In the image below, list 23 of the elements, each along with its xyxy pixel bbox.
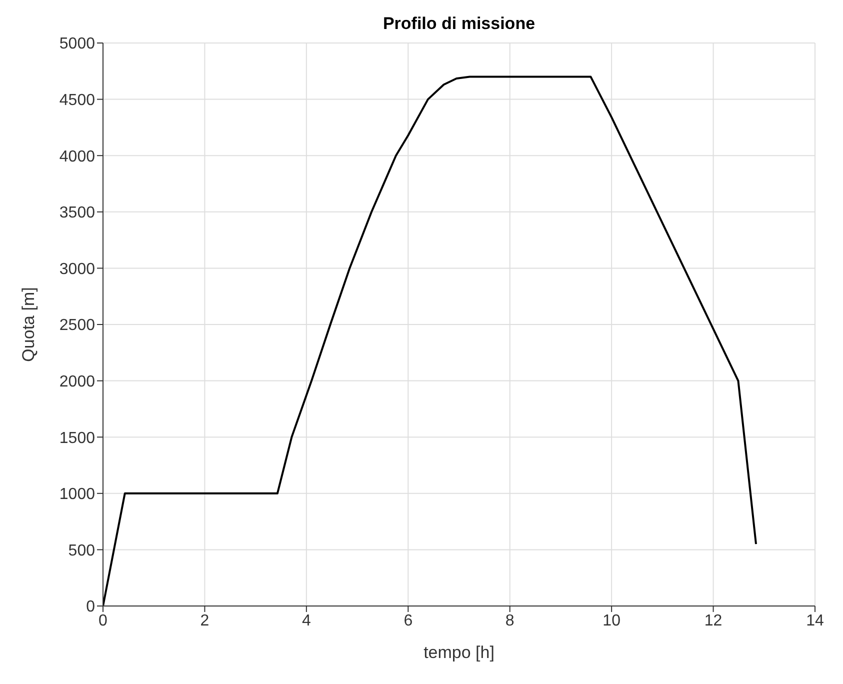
x-tick-label: 12 bbox=[704, 612, 722, 630]
y-tick-label: 1000 bbox=[59, 486, 96, 504]
y-tick-label: 3500 bbox=[59, 204, 96, 222]
x-tick-label: 8 bbox=[505, 612, 514, 630]
chart-title: Profilo di missione bbox=[382, 14, 536, 34]
y-tick-label: 2000 bbox=[59, 373, 96, 390]
x-tick-label: 2 bbox=[200, 612, 210, 630]
y-tick-label: 2500 bbox=[59, 317, 96, 334]
y-tick-label: 5000 bbox=[59, 36, 96, 53]
y-axis-title: Quota [m] bbox=[19, 287, 38, 362]
x-tick-label: 6 bbox=[404, 612, 413, 630]
x-tick-label: 14 bbox=[806, 612, 824, 630]
y-tick-label: 1500 bbox=[59, 430, 96, 447]
x-tick-label: 10 bbox=[602, 612, 621, 630]
y-tick-label: 0 bbox=[86, 598, 96, 616]
x-tick-label: 0 bbox=[98, 612, 108, 630]
y-tick-label: 4500 bbox=[59, 92, 96, 109]
x-tick-label: 4 bbox=[302, 612, 311, 630]
x-axis-title: tempo [h] bbox=[424, 643, 494, 662]
y-tick-label: 4000 bbox=[59, 148, 96, 166]
y-tick-label: 3000 bbox=[59, 260, 96, 278]
line-series bbox=[103, 76, 758, 606]
y-tick-label: 500 bbox=[68, 542, 96, 560]
